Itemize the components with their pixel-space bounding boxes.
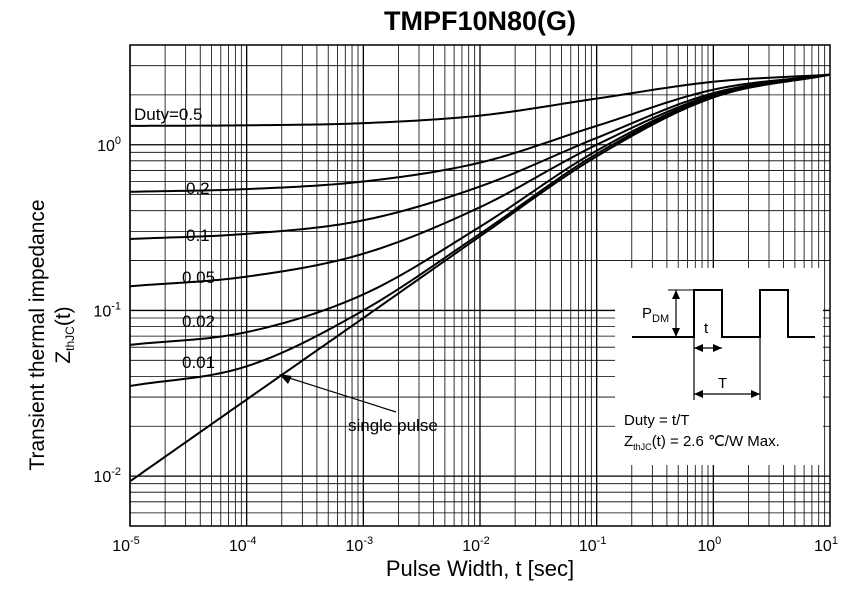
series-line: [129, 73, 831, 127]
x-tick-label: 101: [814, 535, 838, 555]
x-tick-label: 10-5: [112, 535, 140, 555]
T-arrowhead-right: [751, 390, 760, 398]
T-arrowhead-left: [694, 390, 703, 398]
duty-cycle-inset: PDM t T Duty = t/T ZthJC(t) = 2.6 ℃/W Max.: [615, 268, 823, 465]
chart-title: TMPF10N80(G): [383, 6, 577, 36]
t-arrowhead-left: [694, 344, 703, 352]
single-pulse-label: single pulse: [348, 416, 438, 435]
duty-label: 0.05: [182, 268, 215, 287]
series-line: [129, 73, 831, 483]
duty-label: 0.2: [186, 179, 210, 198]
x-tick-label: 10-2: [462, 535, 490, 555]
t-label: t: [704, 320, 709, 337]
x-tick-label: 10-3: [346, 535, 374, 555]
series-line: [129, 73, 831, 240]
y-tick-label: 10-2: [93, 466, 121, 486]
t-arrowhead-right: [713, 344, 722, 352]
duty-label: 0.02: [182, 312, 215, 331]
pdm-arrowhead-top: [672, 290, 680, 299]
duty-label: 0.1: [186, 226, 210, 245]
duty-formula: Duty = t/T: [624, 412, 689, 429]
y-axis-label-line1: Transient thermal impedance: [26, 199, 49, 471]
single-pulse-arrowhead: [279, 374, 292, 384]
duty-label: 0.01: [182, 353, 215, 372]
T-label: T: [718, 375, 727, 392]
zthjc-max-note: ZthJC(t) = 2.6 ℃/W Max.: [624, 433, 780, 452]
series-line: [129, 73, 831, 193]
pdm-arrowhead-bottom: [672, 328, 680, 337]
x-tick-label: 10-1: [579, 535, 607, 555]
single-pulse-leader: [282, 375, 397, 413]
pdm-label: PDM: [642, 305, 669, 325]
y-tick-label: 100: [97, 135, 121, 155]
x-tick-label: 100: [697, 535, 721, 555]
y-tick-label: 10-1: [93, 300, 121, 320]
y-axis-label-line2: ZthJC(t): [52, 306, 77, 364]
curves: [129, 73, 831, 483]
duty-label: Duty=0.5: [134, 105, 203, 124]
series-line: [129, 73, 831, 288]
x-axis-label: Pulse Width, t [sec]: [385, 556, 575, 581]
x-tick-label: 10-4: [229, 535, 257, 555]
pulse-waveform: [632, 289, 815, 338]
y-axis-label: Transient thermal impedance ZthJC(t): [25, 155, 83, 515]
